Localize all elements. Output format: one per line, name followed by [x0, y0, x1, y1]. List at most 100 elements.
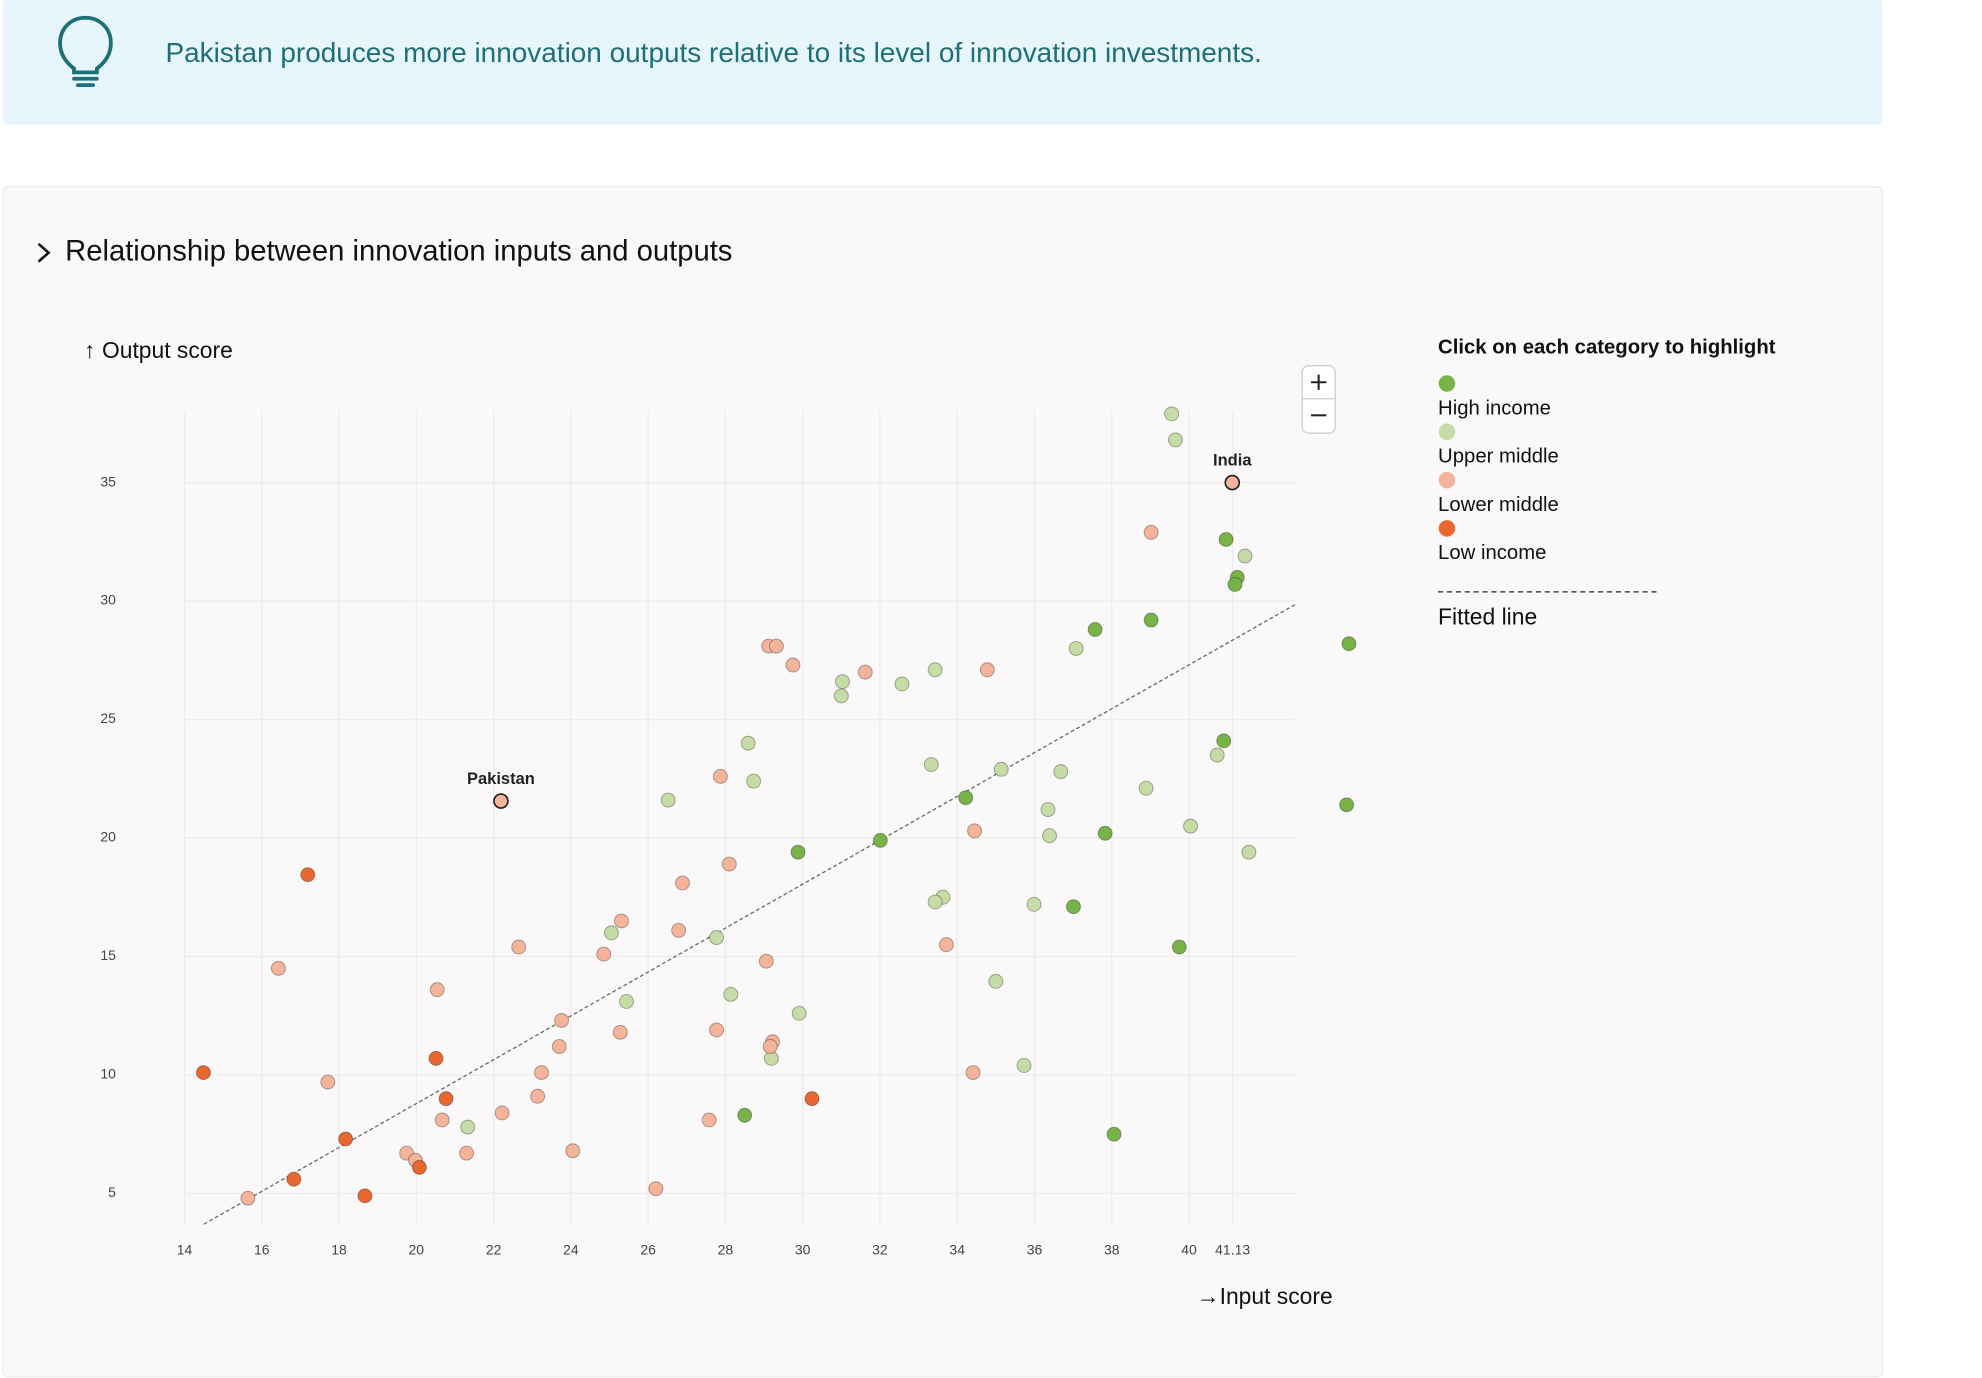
- legend-item[interactable]: Lower middle: [1438, 471, 1559, 516]
- point: [675, 875, 691, 891]
- point: [357, 1188, 373, 1204]
- point: [791, 1005, 807, 1021]
- point: [1216, 733, 1232, 749]
- legend-swatch: [1438, 520, 1456, 537]
- point: [988, 973, 1004, 989]
- annotation: Pakistan: [467, 770, 535, 788]
- lightbulb-icon: [58, 15, 113, 87]
- point: [565, 1143, 581, 1159]
- legend-item[interactable]: Upper middle: [1438, 423, 1559, 468]
- legend-item[interactable]: Low income: [1438, 520, 1546, 564]
- point: [286, 1171, 302, 1187]
- point: [1237, 548, 1253, 564]
- point: [438, 1091, 454, 1107]
- point: [596, 946, 612, 962]
- point: [603, 925, 619, 941]
- legend-swatch: [1438, 471, 1456, 489]
- point: [429, 982, 445, 998]
- y-axis-label: ↑ Output score: [84, 337, 233, 363]
- point: [1026, 896, 1042, 912]
- legend-label: Low income: [1438, 542, 1546, 564]
- point: [758, 953, 774, 969]
- point: [534, 1065, 549, 1081]
- point: [958, 790, 974, 806]
- annotation: India: [1213, 451, 1252, 469]
- x-tick-label: 14: [177, 1242, 193, 1258]
- banner-text: Pakistan produces more innovation output…: [165, 37, 1261, 68]
- banner: [2, 0, 1883, 125]
- point: [790, 844, 806, 860]
- chevron-icon[interactable]: [37, 242, 51, 263]
- point: [1167, 432, 1183, 448]
- y-tick-label: 25: [100, 710, 116, 726]
- legend-swatch: [1438, 375, 1456, 392]
- point: [1341, 636, 1357, 652]
- x-axis-label: →Input score: [1197, 1283, 1333, 1309]
- point: [1042, 828, 1058, 844]
- legend-label: Lower middle: [1438, 494, 1559, 516]
- x-tick-label: 28: [718, 1242, 734, 1258]
- point: [338, 1131, 354, 1147]
- point: [320, 1074, 336, 1090]
- plot: 14 16 18 20 22 24 26 28 30 32 34 36 38 40 41.13 5 10 15 20…: [100, 406, 1357, 1258]
- point: [671, 922, 687, 938]
- point: [300, 867, 316, 883]
- point: [428, 1050, 444, 1066]
- point: [712, 768, 728, 784]
- point: [923, 757, 939, 773]
- point: [1164, 406, 1180, 422]
- point: [1143, 524, 1159, 540]
- x-tick-label: 40: [1181, 1242, 1197, 1258]
- point: [1143, 612, 1159, 628]
- y-tick-label: 15: [100, 947, 116, 963]
- x-tick-label: 20: [409, 1242, 425, 1258]
- point: [762, 1039, 778, 1055]
- x-tick-label: 32: [872, 1242, 888, 1258]
- point: [411, 1159, 427, 1175]
- point: [1339, 797, 1355, 813]
- point: [768, 638, 784, 654]
- point: [894, 676, 910, 692]
- x-tick-label: 34: [949, 1242, 965, 1258]
- point: [965, 1065, 981, 1081]
- point: [979, 662, 995, 678]
- legend-item[interactable]: High income: [1438, 375, 1551, 419]
- point: [270, 960, 286, 976]
- legend-label: High income: [1438, 397, 1551, 419]
- x-tick-label: 26: [640, 1242, 656, 1258]
- zoom-in-button[interactable]: [1311, 374, 1327, 390]
- point: [709, 930, 725, 946]
- point: [709, 1022, 725, 1038]
- point: [804, 1091, 820, 1107]
- point: [967, 823, 983, 839]
- y-tick-label: 35: [100, 473, 116, 489]
- point: [1053, 764, 1069, 780]
- point: [493, 793, 509, 809]
- x-tick-label: 36: [1027, 1242, 1043, 1258]
- point: [1224, 474, 1241, 491]
- point: [721, 856, 737, 872]
- point: [511, 939, 527, 955]
- point: [554, 1012, 570, 1028]
- point: [701, 1112, 717, 1128]
- point: [459, 1145, 475, 1161]
- y-tick-label: 30: [100, 592, 116, 608]
- point: [1209, 747, 1225, 763]
- legend-swatch: [1438, 423, 1456, 441]
- point: [993, 761, 1009, 777]
- point: [746, 773, 762, 789]
- point: [834, 674, 850, 690]
- point: [740, 735, 756, 751]
- point: [927, 894, 943, 910]
- y-tick-label: 10: [100, 1066, 116, 1082]
- point: [1241, 844, 1257, 860]
- point: [938, 937, 954, 953]
- x-tick-label: 30: [795, 1242, 811, 1258]
- point: [723, 986, 739, 1002]
- point: [530, 1088, 546, 1104]
- point: [1097, 825, 1113, 841]
- y-tick-label: 5: [108, 1184, 116, 1200]
- point: [195, 1065, 211, 1081]
- point: [872, 832, 888, 848]
